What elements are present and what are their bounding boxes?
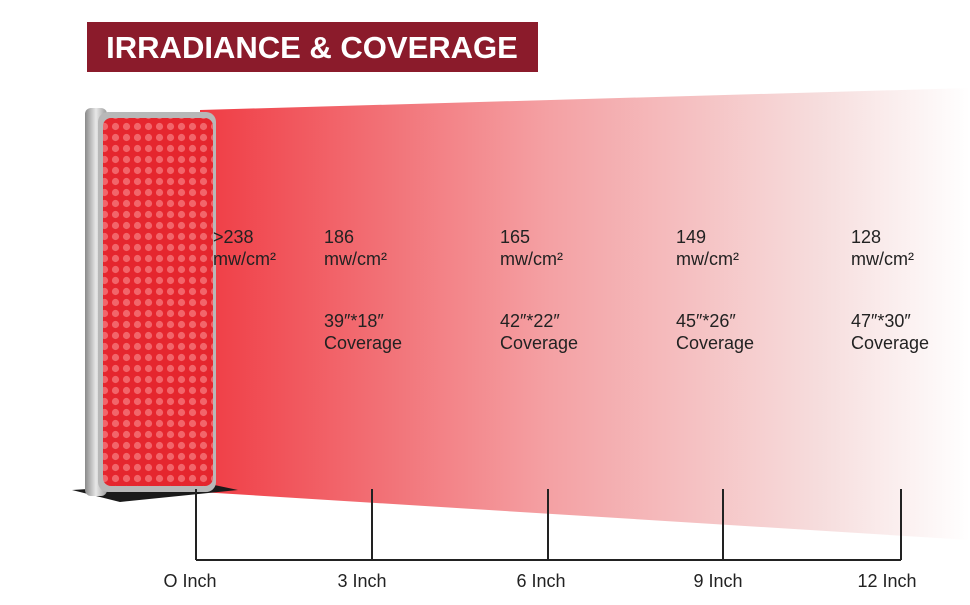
distance-label: 9 Inch bbox=[693, 571, 742, 591]
irradiance-value: 149 bbox=[676, 227, 706, 247]
irradiance-value: 165 bbox=[500, 227, 530, 247]
coverage-size: 47″*30″ bbox=[851, 311, 911, 331]
irradiance-value: 186 bbox=[324, 227, 354, 247]
irradiance-unit: mw/cm² bbox=[213, 249, 276, 269]
irradiance-unit: mw/cm² bbox=[676, 249, 739, 269]
coverage-size: 39″*18″ bbox=[324, 311, 384, 331]
coverage-label: Coverage bbox=[324, 333, 402, 353]
distance-label: 6 Inch bbox=[516, 571, 565, 591]
distance-label: 3 Inch bbox=[337, 571, 386, 591]
led-panel bbox=[103, 118, 213, 486]
irradiance-value: >238 bbox=[213, 227, 254, 247]
coverage-label: Coverage bbox=[676, 333, 754, 353]
light-beam bbox=[200, 88, 970, 540]
irradiance-unit: mw/cm² bbox=[851, 249, 914, 269]
coverage-size: 42″*22″ bbox=[500, 311, 560, 331]
irradiance-unit: mw/cm² bbox=[324, 249, 387, 269]
irradiance-unit: mw/cm² bbox=[500, 249, 563, 269]
irradiance-value: 128 bbox=[851, 227, 881, 247]
coverage-label: Coverage bbox=[851, 333, 929, 353]
distance-label: 12 Inch bbox=[857, 571, 916, 591]
title: IRRADIANCE & COVERAGE bbox=[106, 30, 518, 65]
coverage-label: Coverage bbox=[500, 333, 578, 353]
title-banner bbox=[87, 22, 538, 72]
distance-label: O Inch bbox=[163, 571, 216, 591]
coverage-size: 45″*26″ bbox=[676, 311, 736, 331]
